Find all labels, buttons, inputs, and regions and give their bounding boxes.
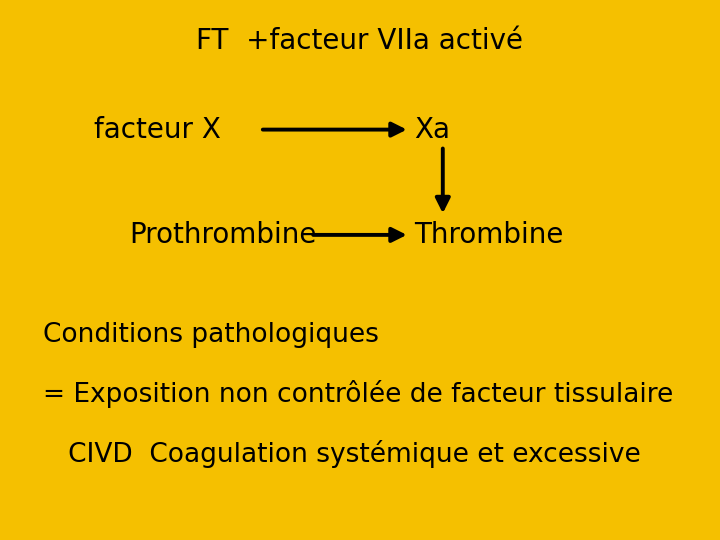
Text: facteur X: facteur X <box>94 116 220 144</box>
Text: FT  +facteur VIIa activé: FT +facteur VIIa activé <box>197 27 523 55</box>
Text: CIVD  Coagulation systémique et excessive: CIVD Coagulation systémique et excessive <box>43 440 641 468</box>
Text: Thrombine: Thrombine <box>414 221 563 249</box>
Text: Conditions pathologiques: Conditions pathologiques <box>43 322 379 348</box>
Text: Xa: Xa <box>414 116 450 144</box>
Text: = Exposition non contrôlée de facteur tissulaire: = Exposition non contrôlée de facteur ti… <box>43 380 673 408</box>
Text: Prothrombine: Prothrombine <box>130 221 317 249</box>
